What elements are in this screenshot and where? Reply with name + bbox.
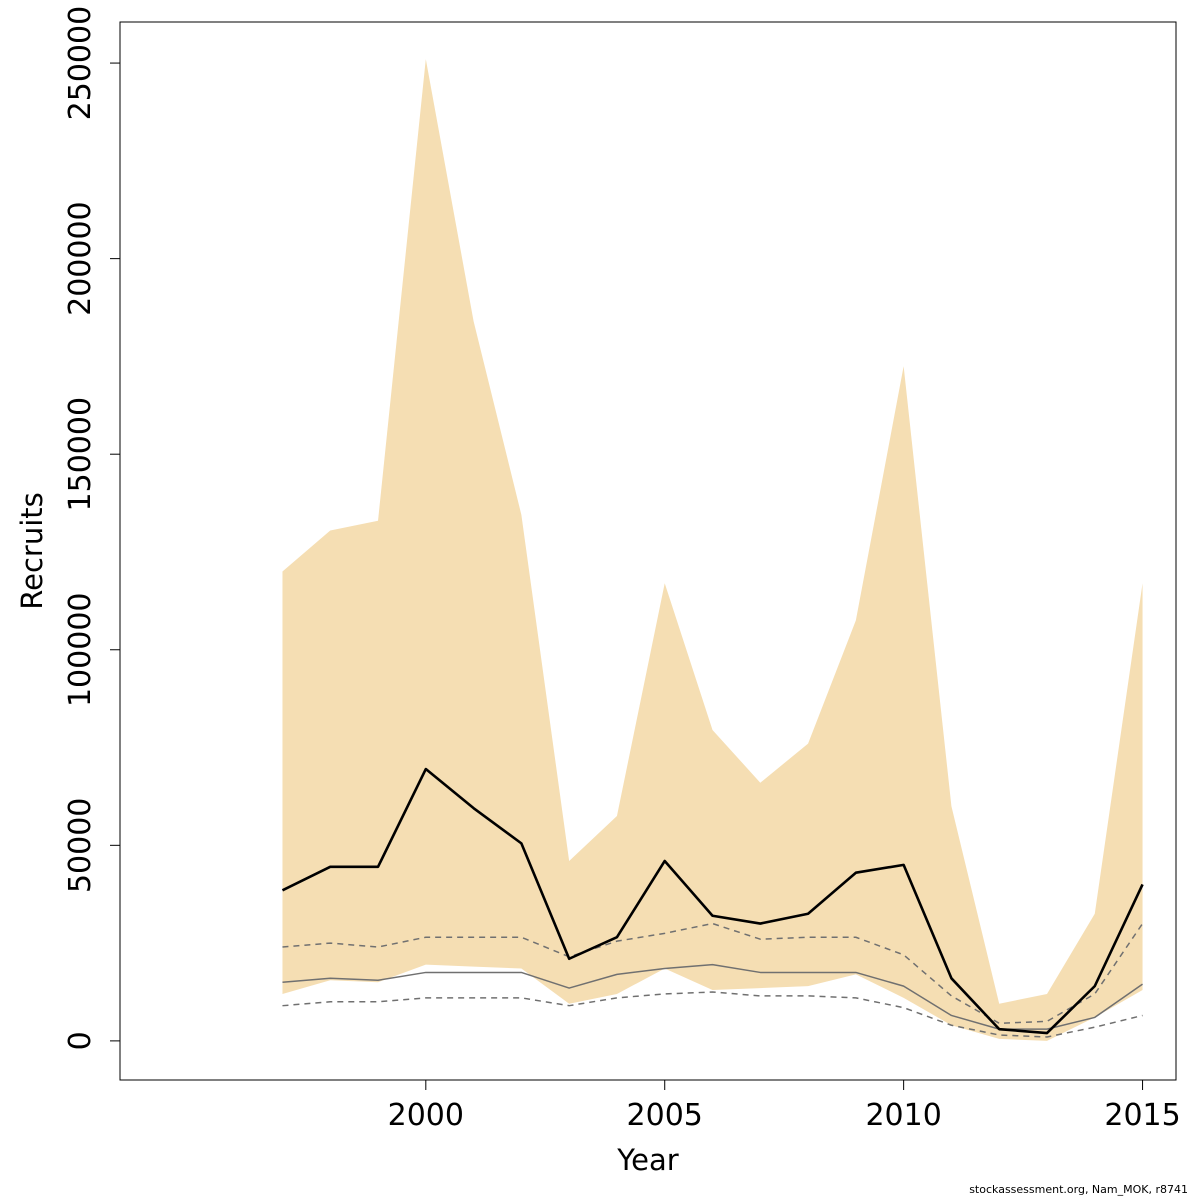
y-axis: 0 50000 100000 150000 200000 250000 [63,6,120,1050]
x-tick-label: 2015 [1104,1098,1180,1133]
x-axis-title: Year [616,1143,678,1177]
y-tick-label: 50000 [63,798,98,893]
y-tick-label: 100000 [63,592,98,707]
y-tick-label: 200000 [63,201,98,316]
y-tick-label: 250000 [63,6,98,121]
x-tick-label: 2005 [627,1098,703,1133]
series-line-2 [282,922,1144,1025]
plot-frame [119,21,1177,1081]
series-layer [281,767,1144,1038]
x-tick-label: 2000 [388,1098,464,1133]
y-tick-label: 150000 [63,397,98,512]
confidence-band [282,59,1143,1041]
credit-text: stockassessment.org, Nam_MOK, r8741 [969,1183,1188,1196]
x-tick-label: 2010 [865,1098,941,1133]
confidence-band-layer [282,59,1143,1041]
series-line-4 [282,991,1143,1038]
y-tick-label: 0 [63,1031,98,1050]
y-axis-title: Recruits [15,492,49,609]
x-axis: 2000 2005 2010 2015 [388,1080,1181,1133]
series-line-1 [281,767,1144,1035]
